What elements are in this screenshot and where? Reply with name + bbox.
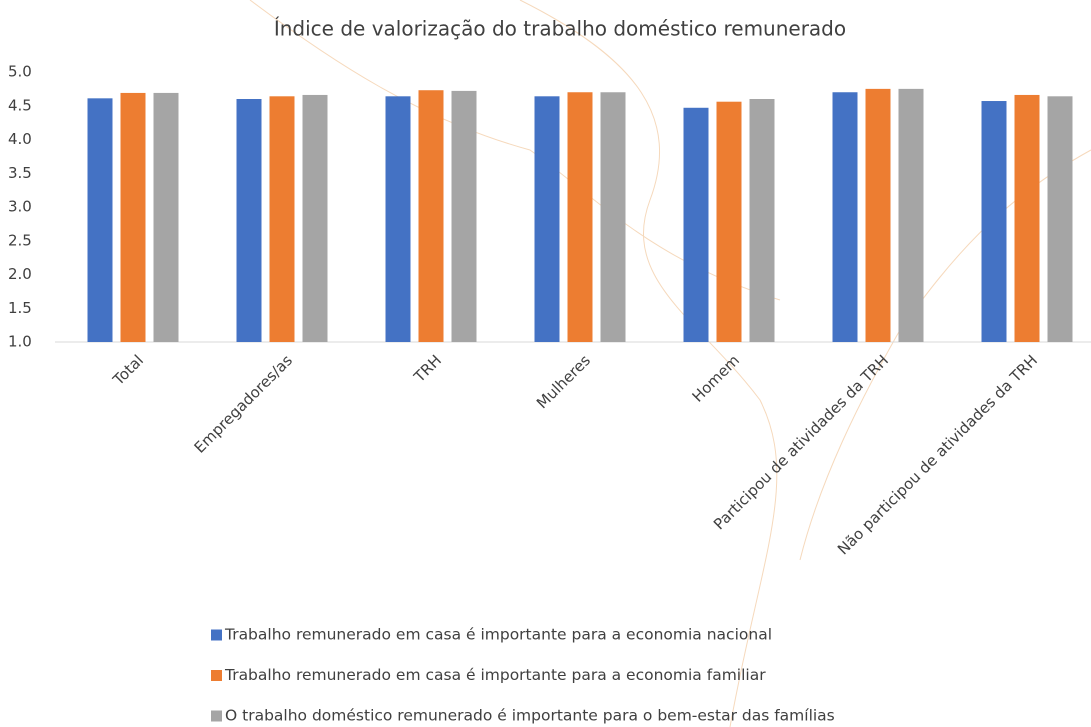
bar <box>418 90 444 342</box>
x-tick-label: Mulheres <box>533 351 594 412</box>
y-tick-label: 3.0 <box>8 198 32 216</box>
bar <box>567 92 593 342</box>
bar <box>716 101 742 342</box>
bar <box>749 99 775 342</box>
bar <box>865 88 891 342</box>
y-tick-label: 2.0 <box>8 265 32 283</box>
bar <box>451 90 477 343</box>
y-tick-label: 4.0 <box>8 130 32 148</box>
bar <box>87 98 113 342</box>
bar <box>385 96 411 342</box>
y-tick-label: 1.0 <box>8 333 32 351</box>
bar <box>1014 94 1040 342</box>
x-tick-label: Participou de atividades da TRH <box>710 351 892 533</box>
bar <box>981 101 1007 343</box>
bar <box>832 92 858 342</box>
bar <box>683 107 709 343</box>
legend-swatch <box>211 629 222 641</box>
x-tick-label: Homem <box>689 351 743 405</box>
bar <box>1047 96 1073 342</box>
bar <box>153 92 179 342</box>
chart-title: Índice de valorização do trabalho domést… <box>274 17 846 41</box>
bar <box>600 92 626 342</box>
x-tick-label: Empregadores/as <box>191 351 297 457</box>
bar <box>269 96 295 342</box>
legend-swatch <box>211 670 222 681</box>
bar <box>534 96 560 342</box>
x-tick-label: Total <box>109 351 147 389</box>
bar <box>120 92 146 342</box>
bar <box>236 99 262 342</box>
x-tick-label: TRH <box>410 351 445 386</box>
y-tick-label: 3.5 <box>8 164 32 182</box>
legend-label: O trabalho doméstico remunerado é import… <box>225 707 835 725</box>
legend-label: Trabalho remunerado em casa é importante… <box>224 666 766 684</box>
y-tick-label: 4.5 <box>8 96 32 114</box>
bar <box>302 94 328 342</box>
legend-swatch <box>211 710 222 722</box>
bar <box>898 88 924 342</box>
background-decoration <box>249 0 1091 727</box>
y-tick-label: 1.5 <box>8 299 32 317</box>
legend-label: Trabalho remunerado em casa é importante… <box>224 626 772 644</box>
y-tick-label: 2.5 <box>8 231 32 249</box>
y-tick-label: 5.0 <box>8 63 32 81</box>
